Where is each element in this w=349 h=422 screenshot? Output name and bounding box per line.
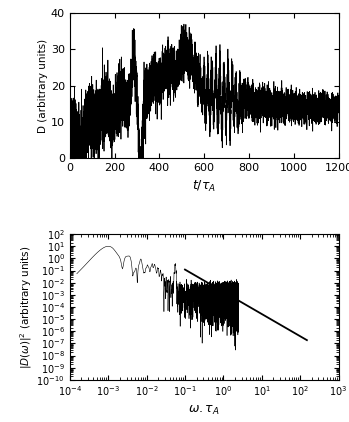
X-axis label: $\omega.\tau_A$: $\omega.\tau_A$ (188, 404, 220, 417)
X-axis label: $t/\tau_A$: $t/\tau_A$ (192, 179, 216, 194)
Y-axis label: D (arbitrary units): D (arbitrary units) (38, 38, 48, 133)
Y-axis label: $|D(\omega)|^2$ (arbitrary units): $|D(\omega)|^2$ (arbitrary units) (18, 245, 34, 368)
